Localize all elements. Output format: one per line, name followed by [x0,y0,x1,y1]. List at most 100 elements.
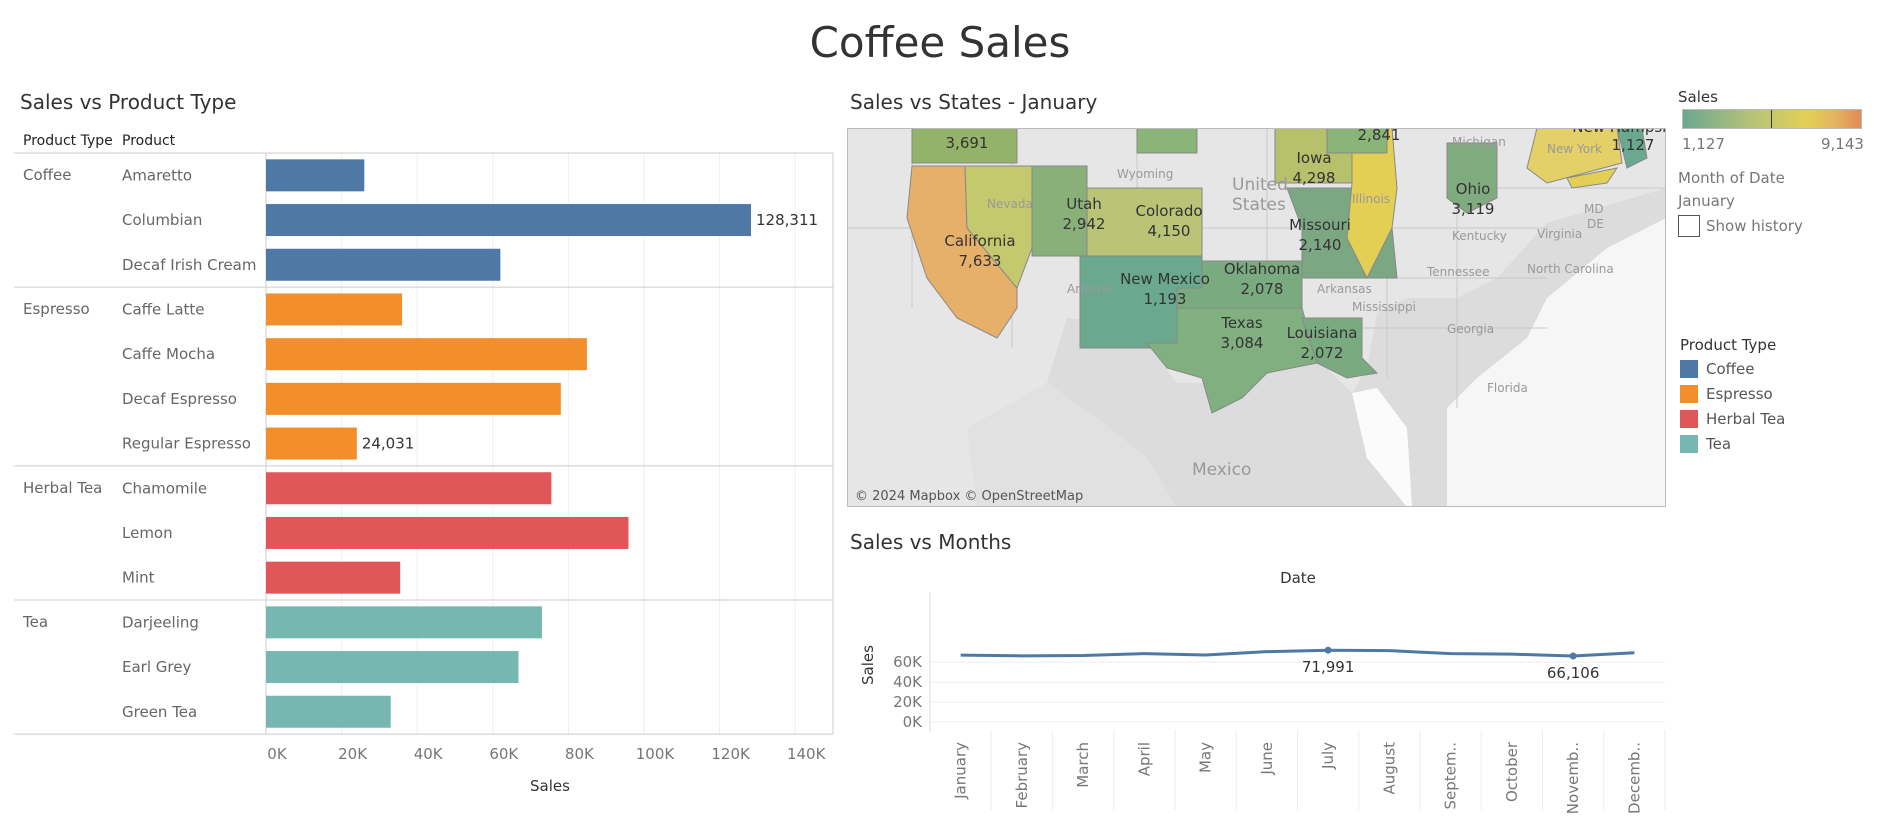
bar-chamomile[interactable] [266,472,552,505]
state-name-new-hampshire: New Hampsh [1572,128,1666,136]
product-label-chamomile: Chamomile [122,479,207,497]
legend-item-herbal-tea[interactable]: Herbal Tea [1680,406,1785,431]
state-name-oklahoma: Oklahoma [1224,260,1300,278]
bar-x-tick: 100K [636,745,676,763]
map-country-labels: United States Mexico [1192,175,1288,480]
state-shape-ohio[interactable] [1446,142,1498,214]
bar-decaf-espresso[interactable] [266,382,561,415]
bar-mint[interactable] [266,561,401,594]
line-x-tick-may: May [1197,742,1215,773]
sales-line[interactable] [960,648,1635,658]
bar-x-axis-label: Sales [530,777,570,795]
group-label-coffee: Coffee [23,166,71,184]
state-label-virginia: Virginia [1537,227,1582,241]
product-label-decaf-irish-cream: Decaf Irish Cream [122,256,256,274]
product-label-darjeeling: Darjeeling [122,613,199,631]
bar-amaretto[interactable] [266,159,365,192]
bar-x-tick: 40K [414,745,444,763]
state-shape-top-mid[interactable] [1136,128,1198,154]
state-value-louisiana: 2,072 [1301,344,1344,362]
line-x-tick-novemb: Novemb.. [1564,742,1582,814]
product-label-mint: Mint [122,569,155,587]
state-shape-louisiana[interactable] [1301,317,1379,379]
bar-earl-grey[interactable] [266,651,519,684]
month-filter-value[interactable]: January [1678,192,1735,210]
legend-item-tea[interactable]: Tea [1680,431,1785,456]
state-shape-new-hampshire[interactable] [1616,128,1648,169]
state-value-texas: 3,084 [1221,334,1264,352]
state-label-new-york: New York [1547,142,1602,156]
bar-caffe-latte[interactable] [266,293,403,326]
legend-swatch-tea [1680,434,1698,453]
state-value-ohio: 3,119 [1452,200,1495,218]
state-shape-nevada[interactable] [964,165,1033,289]
state-value-top-left: 3,691 [946,134,989,152]
state-label-de: DE [1587,217,1604,231]
country-label-us-line1: United [1232,175,1288,195]
product-label-earl-grey: Earl Grey [122,658,191,676]
state-label-florida: Florida [1487,381,1528,395]
bar-x-tick: 0K [267,745,288,763]
show-history-checkbox[interactable] [1678,215,1700,237]
line-chart: Date Sales 0K 20K 40K 60K January February March… [859,569,1666,814]
line-point-novemb[interactable] [1569,652,1577,660]
mexico-land [967,383,1177,507]
state-label-illinois: Illinois [1352,192,1390,206]
state-value-new-mexico: 1,193 [1144,290,1187,308]
bar-rows: Coffee Amaretto Columbian 128,311 Decaf Iris… [22,159,818,728]
line-chart-title: Sales vs Months [850,530,1012,554]
product-label-caffe-latte: Caffe Latte [122,300,205,318]
line-x-tick-june: June [1258,742,1276,776]
line-y-axis-label: Sales [859,645,877,685]
state-label-north-carolina: North Carolina [1527,262,1614,276]
bar-chart-title: Sales vs Product Type [20,90,237,114]
state-shape-illinois[interactable] [1346,128,1398,280]
line-x-tick-april: April [1135,742,1153,776]
product-label-green-tea: Green Tea [122,703,197,721]
legend-item-coffee[interactable]: Coffee [1680,356,1785,381]
bar-decaf-irish-cream[interactable] [266,248,501,281]
country-label-us-line2: States [1232,195,1286,215]
state-value-new-hampshire: 1,127 [1612,136,1655,154]
state-shape-wisconsin[interactable] [1326,128,1388,154]
bar-chart: Coffee Amaretto Columbian 128,311 Decaf Iris… [14,152,834,795]
product-label-decaf-espresso: Decaf Espresso [122,390,237,408]
state-value-colorado: 4,150 [1148,222,1191,240]
show-history-toggle[interactable]: Show history [1678,215,1803,237]
sales-color-scale[interactable] [1682,109,1862,129]
bar-regular-espresso[interactable] [266,427,357,460]
sales-scale-max: 9,143 [1821,135,1864,153]
line-y-tick: 60K [893,653,923,671]
state-value-oklahoma: 2,078 [1241,280,1284,298]
legend-item-espresso[interactable]: Espresso [1680,381,1785,406]
bar-x-tick: 140K [787,745,827,763]
state-label-tennessee: Tennessee [1426,265,1490,279]
state-label-kentucky: Kentucky [1452,229,1507,243]
line-x-tick-february: February [1013,742,1031,809]
product-type-header: Product Type [23,133,113,149]
state-label-arizona: Arizona [1067,282,1112,296]
state-shape-top-left[interactable] [911,128,1018,164]
line-axes: Date Sales 0K 20K 40K 60K January February March… [859,569,1666,814]
line-point-july[interactable] [1324,646,1332,654]
product-label-caffe-mocha: Caffe Mocha [122,345,215,363]
bar-caffe-mocha[interactable] [266,338,587,371]
us-sales-map[interactable]: Wyoming Nevada Arizona Michigan Kentucky… [847,128,1666,507]
state-name-utah: Utah [1066,195,1102,213]
line-x-axis-title: Date [1280,569,1316,587]
state-name-iowa: Iowa [1296,149,1331,167]
state-label-michigan: Michigan [1452,135,1506,149]
map-place-labels: Wyoming Nevada Arizona Michigan Kentucky… [987,135,1614,395]
bar-lemon[interactable] [266,516,629,549]
line-point-label: 66,106 [1547,664,1600,682]
state-name-new-mexico: New Mexico [1120,270,1210,288]
bar-green-tea[interactable] [266,695,391,728]
bar-x-tick: 60K [489,745,519,763]
dashboard-title: Coffee Sales [809,18,1071,67]
state-shape-new-york[interactable] [1526,128,1623,184]
bar-darjeeling[interactable] [266,606,542,639]
bar-columbian[interactable] [266,204,752,237]
product-header: Product [122,133,176,149]
state-label-mississippi: Mississippi [1352,300,1416,314]
bar-x-tick: 120K [711,745,751,763]
